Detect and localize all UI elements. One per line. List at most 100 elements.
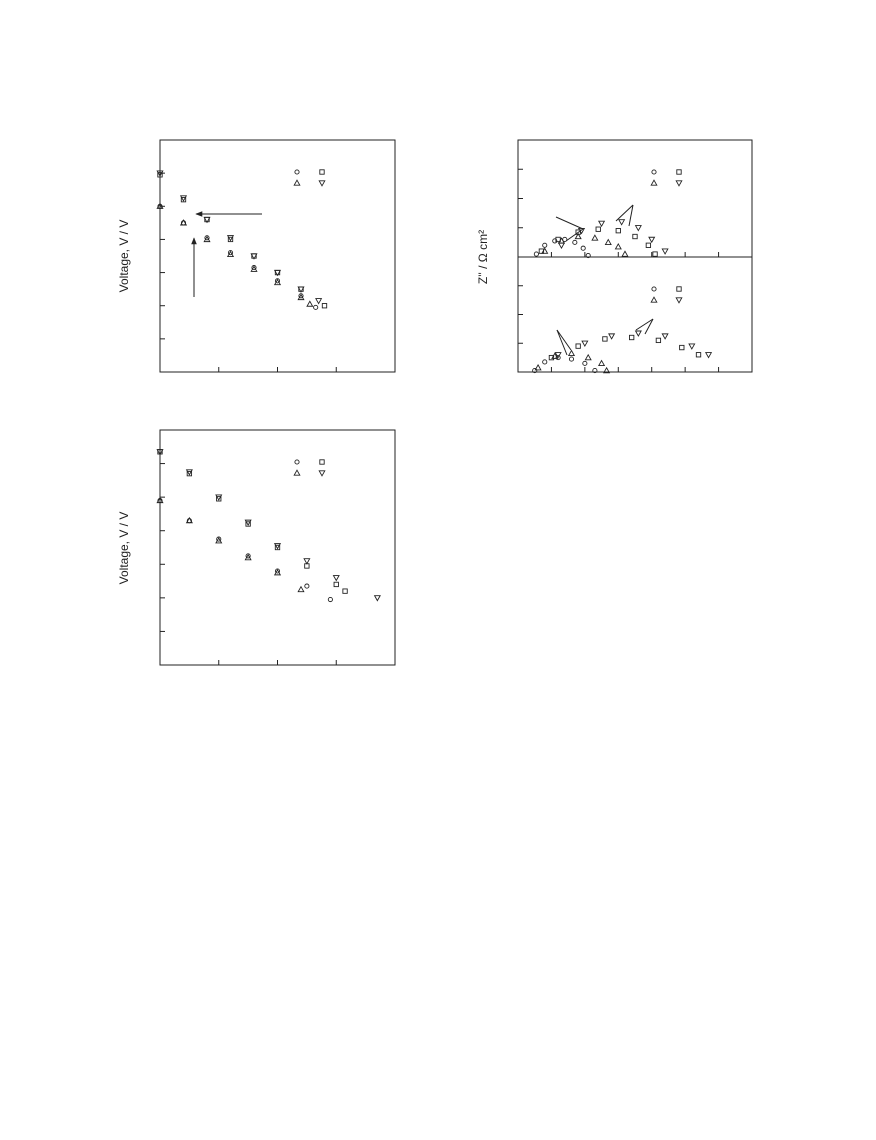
marker-triangle-down [661,333,669,340]
marker-triangle-up [179,219,188,226]
marker-square [342,588,348,594]
marker-circle [542,359,548,365]
marker-triangle-up [574,232,582,240]
marker-circle [327,596,333,603]
marker-circle [532,368,538,374]
pointer-line [556,329,568,356]
marker-square [274,544,281,551]
marker-triangle-down [661,248,669,255]
marker-square [186,470,193,477]
pointer-line [615,204,634,222]
marker-triangle-up [598,359,606,367]
pointer-line [556,329,572,351]
legend-symbol [318,180,326,187]
legend-symbol [319,459,325,465]
legend-symbol [650,179,658,186]
marker-triangle-down [203,216,211,224]
marker-square [615,228,621,234]
marker-triangle-up [591,234,599,241]
marker-circle [227,250,234,256]
y-axis-label: Voltage, V / V [117,512,131,585]
marker-triangle-up [306,300,314,307]
marker-triangle-down [303,558,311,565]
marker-square [245,521,251,527]
marker-square [548,354,555,361]
marker-triangle-down [273,543,282,550]
legend-symbol [651,169,657,175]
pointer-line [644,318,654,335]
marker-circle [251,265,257,271]
marker-triangle-down [315,298,323,305]
pointer-line [635,318,654,331]
marker-triangle-down [332,575,340,582]
marker-square [679,344,685,351]
marker-triangle-down [634,330,642,337]
marker-triangle-up [567,349,576,356]
marker-triangle-down [179,195,188,202]
legend-symbol [294,459,300,465]
marker-triangle-down [688,343,696,350]
marker-triangle-down [577,228,586,235]
legend-symbol [293,469,301,476]
marker-triangle-down [244,519,252,527]
y-axis-label: Voltage, V / V [117,220,131,293]
marker-triangle-down [618,219,626,226]
marker-triangle-down [226,235,235,242]
marker-triangle-up [273,278,282,286]
marker-triangle-up [551,352,559,359]
marker-circle [274,278,281,284]
marker-triangle-down [373,595,381,602]
marker-triangle-up [621,250,629,257]
marker-triangle-down [554,352,562,359]
marker-circle [542,242,548,248]
marker-triangle-down [273,269,282,277]
plot-frame [517,256,753,373]
marker-triangle-down [185,469,193,476]
marker-square [216,496,222,502]
marker-triangle-up [273,568,282,576]
marker-triangle-up [244,553,252,561]
marker-square [321,303,328,309]
annotation-arrows [191,204,654,356]
marker-circle [533,251,539,257]
legend-symbol [293,179,301,186]
legend-symbol [294,169,300,175]
marker-triangle-down [598,220,606,228]
marker-circle [304,583,310,589]
marker-circle [585,252,591,259]
marker-square [333,581,339,588]
legend-symbol [676,169,682,175]
marker-square [157,172,163,178]
legend-symbol [319,169,325,175]
pointer-line [555,216,584,230]
marker-triangle-down [156,170,164,177]
legend-symbol [675,180,683,187]
marker-circle [592,368,598,374]
marker-triangle-up [603,366,611,374]
marker-circle [298,293,304,299]
marker-square [645,242,652,248]
plot-frame [159,139,396,373]
marker-triangle-down [297,286,305,293]
marker-triangle-up [185,516,193,524]
legend-symbol [676,286,682,292]
marker-circle [555,355,561,361]
marker-triangle-down [581,340,589,347]
marker-square [652,251,658,257]
marker-triangle-down [250,253,258,260]
marker-circle [552,238,558,244]
marker-circle [204,235,210,241]
marker-circle [572,239,578,245]
marker-triangle-up [604,238,612,246]
marker-circle [568,356,575,362]
marker-triangle-down [156,449,164,456]
marker-square [595,226,601,232]
marker-triangle-up [297,293,305,301]
marker-circle [582,360,588,366]
marker-triangle-down [634,225,642,232]
pointer-line [628,204,634,227]
marker-circle [274,568,281,574]
marker-triangle-up [156,496,164,504]
legend-symbol [318,470,326,477]
